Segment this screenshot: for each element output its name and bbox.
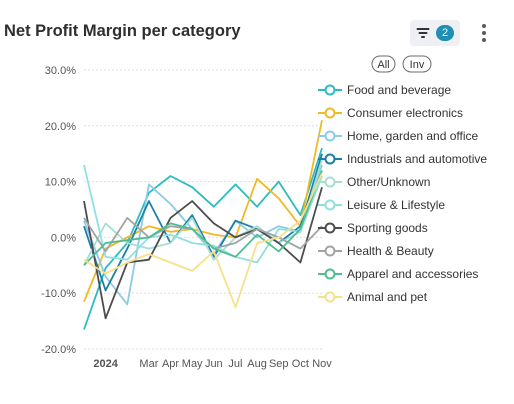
legend-label: Apparel and accessories <box>347 267 478 281</box>
legend-circle-marker <box>324 268 336 280</box>
series-line-1 <box>83 120 323 302</box>
x-tick-label: Oct <box>292 358 309 370</box>
filter-count-badge: 2 <box>436 25 454 41</box>
legend-item[interactable]: Industrials and automotive <box>318 152 487 166</box>
series-line-3 <box>83 153 323 292</box>
legend-select-all-button[interactable]: All <box>371 55 396 73</box>
y-tick-label: 20.0% <box>45 121 76 133</box>
legend-item[interactable]: Other/Unknown <box>318 175 430 189</box>
y-tick-label: -20.0% <box>41 344 76 356</box>
legend-circle-marker <box>324 176 336 188</box>
legend-label: Leisure & Lifestyle <box>347 198 445 212</box>
y-tick-label: 30.0% <box>45 65 76 77</box>
x-tick-label: Jul <box>228 358 242 370</box>
legend-label: Health & Beauty <box>347 244 434 258</box>
legend-circle-marker <box>324 291 336 303</box>
legend-label: Consumer electronics <box>347 106 463 120</box>
series-line-0 <box>83 147 323 330</box>
filter-button[interactable]: 2 <box>410 20 460 46</box>
legend-item[interactable]: Sporting goods <box>318 221 428 235</box>
series-line-5 <box>83 164 323 264</box>
legend-circle-marker <box>324 199 336 211</box>
x-tick-label: Nov <box>312 358 332 370</box>
legend-circle-marker <box>324 245 336 257</box>
x-tick-label: Aug <box>247 358 267 370</box>
legend-label: Food and beverage <box>347 83 451 97</box>
more-options-icon[interactable] <box>476 22 492 44</box>
legend-all-label: All <box>377 59 389 71</box>
series-line-9 <box>83 172 323 309</box>
chart-title: Net Profit Margin per category <box>4 22 241 40</box>
legend-item[interactable]: Animal and pet <box>318 290 428 304</box>
y-tick-label: 0.0% <box>51 232 76 244</box>
legend-circle-marker <box>324 222 336 234</box>
legend-circle-marker <box>324 84 336 96</box>
legend-circle-marker <box>324 153 336 165</box>
legend-label: Home, garden and office <box>347 129 479 143</box>
legend-label: Sporting goods <box>347 221 428 235</box>
legend-label: Animal and pet <box>347 290 428 304</box>
legend-label: Other/Unknown <box>347 175 430 189</box>
legend-item[interactable]: Home, garden and office <box>318 129 479 143</box>
x-tick-label: Sep <box>269 358 289 370</box>
x-tick-label: Jun <box>205 358 223 370</box>
legend-invert-button[interactable]: Inv <box>402 55 432 73</box>
y-tick-label: -10.0% <box>41 288 76 300</box>
y-tick-label: 10.0% <box>45 177 76 189</box>
legend-item[interactable]: Health & Beauty <box>318 244 434 258</box>
legend-item[interactable]: Apparel and accessories <box>318 267 478 281</box>
legend-item[interactable]: Consumer electronics <box>318 106 463 120</box>
x-tick-label: 2024 <box>93 358 118 370</box>
legend-circle-marker <box>324 107 336 119</box>
filter-icon <box>416 27 430 39</box>
x-tick-label: May <box>182 358 203 370</box>
legend-circle-marker <box>324 130 336 142</box>
series-line-2 <box>83 164 323 306</box>
legend-item[interactable]: Leisure & Lifestyle <box>318 198 445 212</box>
legend-item[interactable]: Food and beverage <box>318 83 451 97</box>
x-tick-label: Apr <box>162 358 179 370</box>
x-tick-label: Mar <box>139 358 158 370</box>
legend-invert-label: Inv <box>410 59 425 71</box>
series-line-8 <box>83 170 323 266</box>
legend-label: Industrials and automotive <box>347 152 487 166</box>
series-line-6 <box>83 186 323 320</box>
